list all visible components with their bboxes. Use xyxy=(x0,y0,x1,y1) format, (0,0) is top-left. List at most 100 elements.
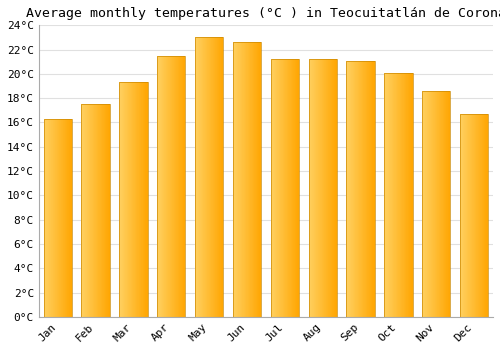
Bar xyxy=(91,104,92,317)
Bar xyxy=(359,61,360,317)
Bar xyxy=(293,59,294,317)
Bar xyxy=(142,82,143,317)
Bar xyxy=(95,104,96,317)
Bar xyxy=(135,82,136,317)
Bar xyxy=(160,56,161,317)
Bar xyxy=(460,114,488,317)
Bar xyxy=(288,59,289,317)
Bar xyxy=(279,59,280,317)
Bar xyxy=(168,56,169,317)
Bar xyxy=(390,73,391,317)
Bar xyxy=(406,73,407,317)
Bar xyxy=(476,114,477,317)
Bar xyxy=(50,119,51,317)
Bar xyxy=(96,104,98,317)
Bar xyxy=(291,59,292,317)
Bar xyxy=(254,42,255,317)
Bar xyxy=(432,91,433,317)
Bar xyxy=(147,82,148,317)
Bar xyxy=(212,37,213,317)
Bar xyxy=(360,61,361,317)
Bar xyxy=(45,119,46,317)
Bar xyxy=(100,104,102,317)
Bar xyxy=(366,61,367,317)
Bar xyxy=(297,59,298,317)
Bar xyxy=(271,59,272,317)
Bar xyxy=(434,91,435,317)
Bar xyxy=(446,91,447,317)
Bar xyxy=(324,59,325,317)
Bar xyxy=(66,119,67,317)
Bar xyxy=(256,42,257,317)
Bar xyxy=(465,114,466,317)
Bar xyxy=(108,104,109,317)
Bar xyxy=(94,104,95,317)
Bar xyxy=(285,59,286,317)
Bar xyxy=(158,56,159,317)
Bar xyxy=(52,119,53,317)
Bar xyxy=(334,59,335,317)
Bar xyxy=(485,114,486,317)
Bar xyxy=(443,91,444,317)
Bar xyxy=(370,61,371,317)
Bar xyxy=(362,61,363,317)
Bar xyxy=(61,119,62,317)
Bar xyxy=(240,42,241,317)
Bar xyxy=(49,119,50,317)
Bar xyxy=(223,37,224,317)
Bar xyxy=(58,119,59,317)
Bar xyxy=(440,91,441,317)
Bar xyxy=(198,37,199,317)
Bar xyxy=(106,104,107,317)
Bar xyxy=(162,56,163,317)
Bar xyxy=(349,61,350,317)
Bar xyxy=(329,59,330,317)
Bar xyxy=(311,59,312,317)
Bar xyxy=(127,82,128,317)
Bar xyxy=(290,59,291,317)
Bar xyxy=(253,42,254,317)
Bar xyxy=(328,59,329,317)
Bar xyxy=(387,73,388,317)
Bar xyxy=(199,37,200,317)
Bar xyxy=(144,82,145,317)
Bar xyxy=(88,104,89,317)
Bar xyxy=(436,91,437,317)
Bar xyxy=(422,91,423,317)
Bar xyxy=(320,59,321,317)
Bar xyxy=(250,42,251,317)
Bar xyxy=(169,56,170,317)
Bar xyxy=(70,119,71,317)
Bar xyxy=(237,42,238,317)
Bar xyxy=(357,61,358,317)
Bar xyxy=(445,91,446,317)
Bar xyxy=(351,61,352,317)
Bar xyxy=(398,73,399,317)
Bar xyxy=(284,59,285,317)
Bar xyxy=(308,59,309,317)
Bar xyxy=(217,37,218,317)
Bar xyxy=(283,59,284,317)
Bar xyxy=(330,59,331,317)
Bar xyxy=(326,59,328,317)
Bar xyxy=(335,59,336,317)
Bar xyxy=(404,73,405,317)
Bar xyxy=(125,82,126,317)
Bar xyxy=(105,104,106,317)
Bar xyxy=(218,37,219,317)
Bar xyxy=(89,104,90,317)
Bar xyxy=(437,91,438,317)
Bar xyxy=(137,82,138,317)
Bar xyxy=(431,91,432,317)
Bar xyxy=(248,42,250,317)
Bar xyxy=(210,37,211,317)
Bar xyxy=(482,114,483,317)
Bar xyxy=(207,37,208,317)
Bar xyxy=(400,73,402,317)
Bar xyxy=(255,42,256,317)
Bar xyxy=(315,59,316,317)
Bar xyxy=(197,37,198,317)
Bar xyxy=(68,119,69,317)
Bar xyxy=(386,73,387,317)
Bar xyxy=(371,61,372,317)
